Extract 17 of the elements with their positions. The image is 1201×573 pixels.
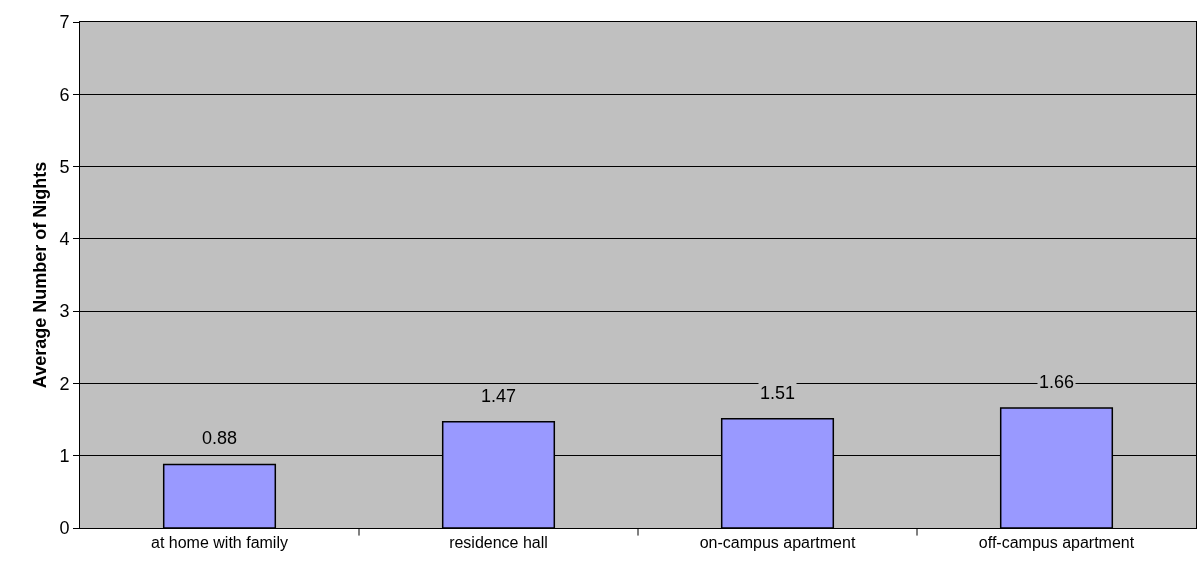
data-label: 1.47	[481, 386, 517, 406]
y-tick-label: 7	[59, 12, 70, 33]
y-tick-label: 4	[59, 229, 70, 250]
x-tick-label: residence hall	[449, 534, 548, 552]
y-tick-label: 3	[59, 301, 70, 322]
x-tick-label: at home with family	[151, 534, 288, 552]
data-label: 1.51	[760, 383, 796, 403]
y-tick-label: 5	[59, 156, 70, 177]
data-label: 1.66	[1039, 372, 1075, 392]
y-axis-title: Average Number of Nights	[29, 161, 50, 389]
x-tick-label: off-campus apartment	[978, 534, 1135, 552]
data-label: 0.88	[202, 428, 238, 448]
x-tick-label: on-campus apartment	[699, 534, 856, 552]
y-tick-label: 0	[59, 518, 70, 539]
y-tick-label: 2	[59, 373, 70, 394]
y-tick-label: 1	[59, 446, 70, 467]
y-tick-label: 6	[59, 84, 70, 105]
